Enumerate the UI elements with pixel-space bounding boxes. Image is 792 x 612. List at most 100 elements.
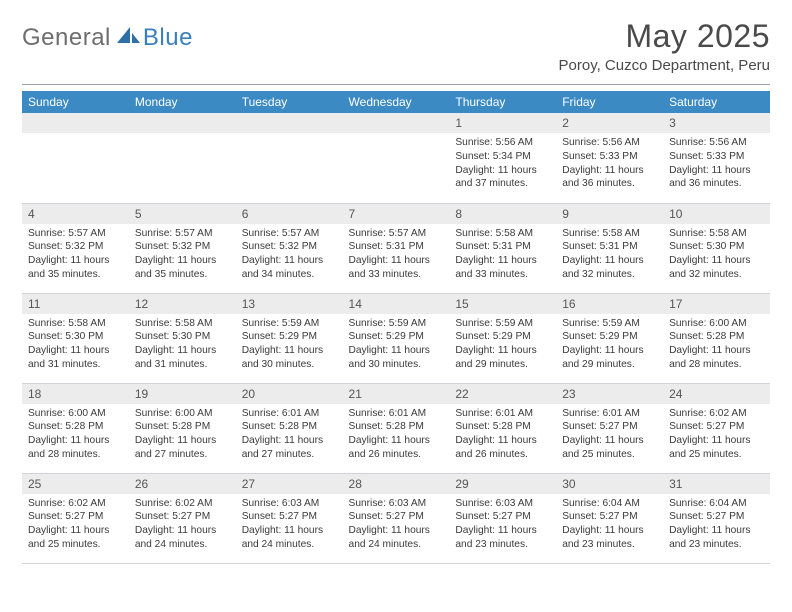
day-header: Monday [129, 91, 236, 113]
logo-text-general: General [22, 24, 111, 52]
daylight-label: Daylight: [455, 435, 495, 446]
daylight-label: Daylight: [135, 525, 175, 536]
day-number [129, 113, 236, 133]
day-detail: Sunrise: 6:04 AMSunset: 5:27 PMDaylight:… [556, 494, 663, 556]
day-detail: Sunrise: 6:02 AMSunset: 5:27 PMDaylight:… [22, 494, 129, 556]
daylight-label: Daylight: [455, 255, 495, 266]
calendar-cell [236, 113, 343, 203]
daylight-label: Daylight: [28, 435, 68, 446]
day-number: 27 [236, 474, 343, 494]
sunset-label: Sunset: [242, 241, 277, 252]
sunrise-label: Sunrise: [455, 408, 492, 419]
day-number: 24 [663, 384, 770, 404]
day-detail: Sunrise: 5:59 AMSunset: 5:29 PMDaylight:… [449, 314, 556, 376]
sunset-value: 5:28 PM [172, 421, 210, 432]
day-number [236, 113, 343, 133]
sunrise-label: Sunrise: [669, 498, 706, 509]
sunset-label: Sunset: [455, 241, 490, 252]
day-number: 1 [449, 113, 556, 133]
day-detail: Sunrise: 6:00 AMSunset: 5:28 PMDaylight:… [663, 314, 770, 376]
day-header: Tuesday [236, 91, 343, 113]
sunrise-value: 6:00 AM [68, 408, 105, 419]
sunset-value: 5:27 PM [279, 511, 317, 522]
daylight-label: Daylight: [669, 255, 709, 266]
day-number: 29 [449, 474, 556, 494]
sunset-label: Sunset: [242, 511, 277, 522]
day-number: 8 [449, 204, 556, 224]
day-number: 19 [129, 384, 236, 404]
calendar-cell [343, 113, 450, 203]
sunrise-value: 6:02 AM [175, 498, 212, 509]
sunrise-value: 5:59 AM [602, 318, 639, 329]
calendar-cell: 12Sunrise: 5:58 AMSunset: 5:30 PMDayligh… [129, 293, 236, 383]
sunset-label: Sunset: [135, 511, 170, 522]
sunset-label: Sunset: [28, 331, 63, 342]
day-detail: Sunrise: 5:57 AMSunset: 5:31 PMDaylight:… [343, 224, 450, 286]
calendar-cell: 23Sunrise: 6:01 AMSunset: 5:27 PMDayligh… [556, 383, 663, 473]
sunset-value: 5:27 PM [65, 511, 103, 522]
calendar-cell: 17Sunrise: 6:00 AMSunset: 5:28 PMDayligh… [663, 293, 770, 383]
sunset-label: Sunset: [562, 421, 597, 432]
sunrise-label: Sunrise: [28, 228, 65, 239]
header: General Blue May 2025 Poroy, Cuzco Depar… [22, 18, 770, 74]
day-detail: Sunrise: 5:56 AMSunset: 5:33 PMDaylight:… [556, 133, 663, 195]
sunrise-value: 6:01 AM [389, 408, 426, 419]
sunrise-label: Sunrise: [135, 228, 172, 239]
day-number: 20 [236, 384, 343, 404]
daylight-label: Daylight: [135, 345, 175, 356]
day-header: Thursday [449, 91, 556, 113]
sunset-label: Sunset: [562, 331, 597, 342]
sunset-label: Sunset: [669, 511, 704, 522]
day-detail: Sunrise: 5:58 AMSunset: 5:30 PMDaylight:… [663, 224, 770, 286]
sunrise-label: Sunrise: [135, 408, 172, 419]
daylight-label: Daylight: [242, 345, 282, 356]
sunset-value: 5:27 PM [600, 511, 638, 522]
day-number: 11 [22, 294, 129, 314]
sunset-value: 5:27 PM [386, 511, 424, 522]
daylight-label: Daylight: [242, 525, 282, 536]
day-number: 7 [343, 204, 450, 224]
calendar-page: General Blue May 2025 Poroy, Cuzco Depar… [0, 0, 792, 612]
sunrise-value: 6:04 AM [709, 498, 746, 509]
daylight-label: Daylight: [562, 165, 602, 176]
sunrise-value: 6:00 AM [175, 408, 212, 419]
daylight-label: Daylight: [669, 165, 709, 176]
sunset-value: 5:30 PM [65, 331, 103, 342]
sunset-value: 5:28 PM [279, 421, 317, 432]
day-number [22, 113, 129, 133]
calendar-table: Sunday Monday Tuesday Wednesday Thursday… [22, 91, 770, 564]
day-number: 23 [556, 384, 663, 404]
sunrise-label: Sunrise: [455, 137, 492, 148]
calendar-cell: 31Sunrise: 6:04 AMSunset: 5:27 PMDayligh… [663, 473, 770, 563]
sunset-label: Sunset: [455, 511, 490, 522]
sunset-label: Sunset: [455, 421, 490, 432]
sunset-value: 5:27 PM [706, 421, 744, 432]
sunrise-value: 5:59 AM [389, 318, 426, 329]
calendar-cell: 29Sunrise: 6:03 AMSunset: 5:27 PMDayligh… [449, 473, 556, 563]
sunrise-value: 5:56 AM [602, 137, 639, 148]
sunrise-value: 6:01 AM [496, 408, 533, 419]
daylight-label: Daylight: [562, 255, 602, 266]
day-detail: Sunrise: 6:03 AMSunset: 5:27 PMDaylight:… [236, 494, 343, 556]
calendar-week-row: 11Sunrise: 5:58 AMSunset: 5:30 PMDayligh… [22, 293, 770, 383]
day-number: 9 [556, 204, 663, 224]
day-detail: Sunrise: 6:04 AMSunset: 5:27 PMDaylight:… [663, 494, 770, 556]
sunrise-value: 5:58 AM [496, 228, 533, 239]
sunset-label: Sunset: [135, 331, 170, 342]
sunrise-label: Sunrise: [669, 408, 706, 419]
sunrise-value: 5:59 AM [496, 318, 533, 329]
daylight-label: Daylight: [669, 435, 709, 446]
sunrise-value: 6:03 AM [282, 498, 319, 509]
divider [22, 84, 770, 85]
sunset-label: Sunset: [28, 241, 63, 252]
sunset-value: 5:31 PM [493, 241, 531, 252]
sunset-value: 5:34 PM [493, 151, 531, 162]
page-title: May 2025 [559, 18, 770, 55]
day-detail: Sunrise: 6:03 AMSunset: 5:27 PMDaylight:… [343, 494, 450, 556]
calendar-cell: 24Sunrise: 6:02 AMSunset: 5:27 PMDayligh… [663, 383, 770, 473]
sunrise-label: Sunrise: [562, 408, 599, 419]
daylight-label: Daylight: [349, 435, 389, 446]
sunrise-label: Sunrise: [28, 498, 65, 509]
calendar-cell: 11Sunrise: 5:58 AMSunset: 5:30 PMDayligh… [22, 293, 129, 383]
day-detail: Sunrise: 6:03 AMSunset: 5:27 PMDaylight:… [449, 494, 556, 556]
